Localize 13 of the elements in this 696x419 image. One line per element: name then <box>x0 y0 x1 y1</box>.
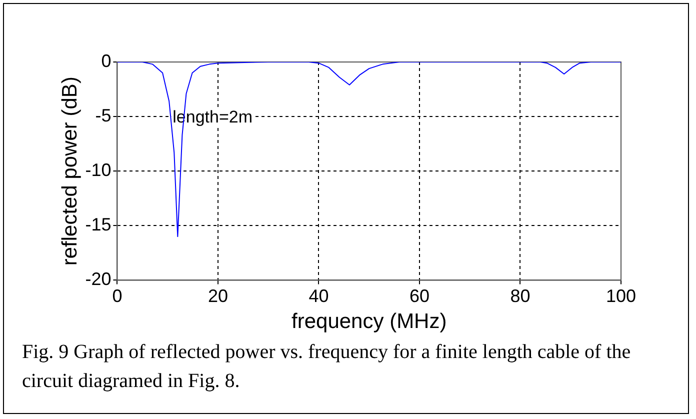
x-tick-label: 80 <box>510 286 530 306</box>
y-tick-label: -20 <box>85 269 112 290</box>
x-tick-label: 100 <box>606 286 636 306</box>
y-tick-label: -10 <box>85 160 112 180</box>
y-tick-label: -15 <box>85 214 112 235</box>
caption: Fig. 9 Graph of reflected power vs. frequency for a finite length cable of the circuit diagramed in Fig. 8. <box>22 340 632 394</box>
y-tick-label: 0 <box>101 50 112 71</box>
x-tick-label: 60 <box>409 286 430 306</box>
x-tick-label: 20 <box>208 286 228 306</box>
x-axis-title: frequency (MHz) <box>292 310 447 334</box>
x-tick-label: 40 <box>308 286 329 306</box>
y-axis-title: reflected power (dB) <box>58 76 82 266</box>
y-tick-label: -5 <box>95 106 112 126</box>
